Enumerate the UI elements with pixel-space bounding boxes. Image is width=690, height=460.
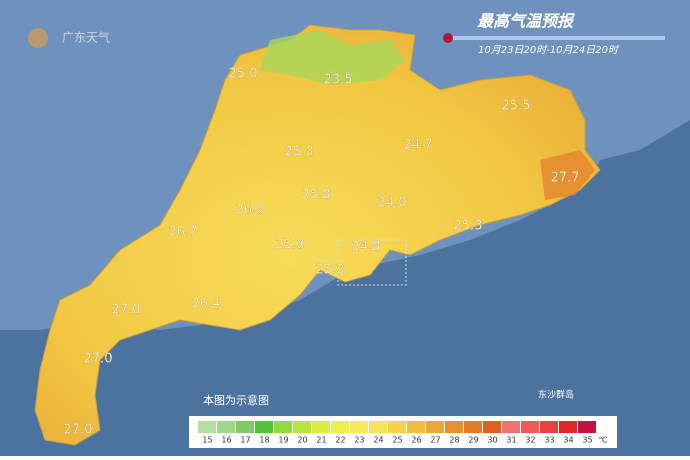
legend-label: 15 — [202, 436, 212, 445]
legend-label: 31 — [506, 436, 516, 445]
title-dot — [443, 33, 453, 43]
temperature-label: 25.2 — [316, 263, 345, 278]
legend-label: 22 — [335, 436, 345, 445]
legend-label: 25 — [392, 436, 402, 445]
legend-label: 32 — [525, 436, 535, 445]
temperature-label: 24.7 — [404, 138, 433, 153]
legend-label: 34 — [563, 436, 573, 445]
logo-text: 广东天气 — [62, 30, 110, 45]
legend-label: 24 — [373, 436, 383, 445]
legend-swatch — [350, 421, 368, 433]
temperature-label: 25.5 — [502, 99, 531, 114]
legend-label: 17 — [240, 436, 250, 445]
legend-swatch — [521, 421, 539, 433]
legend-swatch — [312, 421, 330, 433]
legend-swatch — [331, 421, 349, 433]
legend-label: 26 — [411, 436, 421, 445]
legend-swatch — [578, 421, 596, 433]
legend-label: 28 — [449, 436, 459, 445]
legend-unit: ℃ — [599, 436, 608, 445]
legend-swatch — [502, 421, 520, 433]
legend-swatch — [464, 421, 482, 433]
temperature-label: 25.0 — [276, 238, 305, 253]
legend-label: 30 — [487, 436, 497, 445]
province-land — [34, 24, 601, 446]
title: 最高气温预报 — [477, 12, 575, 31]
legend-label: 16 — [221, 436, 231, 445]
legend-swatch — [445, 421, 463, 433]
temperature-label: 27.7 — [551, 171, 580, 186]
temperature-label: 25.8 — [302, 188, 331, 203]
legend-swatch — [483, 421, 501, 433]
legend-swatch — [559, 421, 577, 433]
legend-swatch — [236, 421, 254, 433]
inset-box — [337, 239, 407, 286]
temperature-label: 27.0 — [64, 423, 93, 438]
legend-label: 21 — [316, 436, 326, 445]
legend-swatch — [407, 421, 425, 433]
legend-swatch — [369, 421, 387, 433]
legend-swatch — [540, 421, 558, 433]
temperature-label: 23.5 — [324, 73, 353, 88]
legend-swatch — [255, 421, 273, 433]
legend-swatch — [274, 421, 292, 433]
note: 本图为示意图 — [203, 393, 269, 407]
legend-swatch — [198, 421, 216, 433]
legend-label: 33 — [544, 436, 554, 445]
legend-swatch — [293, 421, 311, 433]
legend-label: 29 — [468, 436, 478, 445]
warm-area — [540, 150, 595, 200]
temperature-label: 25.0 — [229, 67, 258, 82]
temperature-label: 25.3 — [285, 145, 314, 160]
legend-label: 35 — [582, 436, 592, 445]
temperature-label: 27.0 — [112, 303, 141, 318]
temperature-label: 24.0 — [378, 196, 407, 211]
legend-label: 23 — [354, 436, 364, 445]
legend-label: 18 — [259, 436, 269, 445]
logo-icon — [28, 28, 48, 48]
temperature-label: 26.4 — [192, 297, 221, 312]
temperature-label: 24.8 — [352, 240, 381, 255]
temperature-label: 26.7 — [169, 225, 198, 240]
cool-area — [260, 30, 405, 85]
temperature-label: 27.0 — [84, 352, 113, 367]
temperature-label: 26.0 — [236, 203, 265, 218]
legend-swatch — [388, 421, 406, 433]
legend-swatch — [426, 421, 444, 433]
legend-label: 27 — [430, 436, 440, 445]
islands-label: 东沙群岛 — [538, 389, 574, 401]
legend-label: 19 — [278, 436, 288, 445]
subtitle: 10月23日20时-10月24日20时 — [478, 44, 620, 56]
temperature-label: 25.3 — [454, 219, 483, 234]
legend-swatch — [217, 421, 235, 433]
legend-label: 20 — [297, 436, 307, 445]
